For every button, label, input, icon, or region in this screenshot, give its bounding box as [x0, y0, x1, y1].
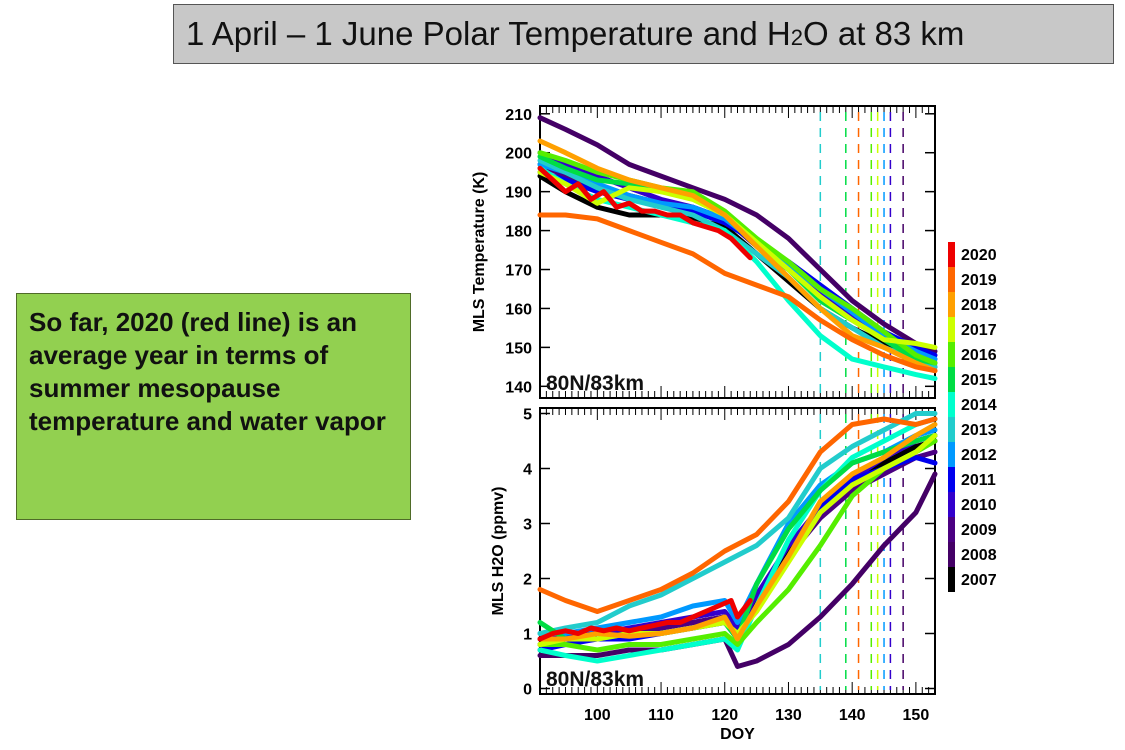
- h2o-xtick-label: 140: [839, 707, 866, 724]
- temp-series-2016: [537, 150, 938, 366]
- h2o-ytick-label: 1: [523, 627, 532, 644]
- legend-swatch-2015: [948, 367, 955, 392]
- legend-swatch-2013: [948, 417, 955, 442]
- title-subscript: 2: [790, 25, 803, 50]
- legend-label-2014: 2014: [961, 397, 997, 414]
- h2o-ytick-label: 5: [523, 407, 532, 424]
- legend-swatch-2016: [948, 342, 955, 367]
- temp-ytick-label: 210: [505, 107, 532, 124]
- h2o-series-2008: [537, 471, 938, 669]
- legend-swatch-2020: [948, 242, 955, 267]
- h2o-ytick-label: 3: [523, 517, 532, 534]
- title-main: 1 April – 1 June Polar Temperature and H: [186, 15, 791, 52]
- h2o-ytick-label: 2: [523, 572, 532, 589]
- temp-series-2018: [537, 138, 938, 374]
- temp-ytick-label: 160: [505, 301, 532, 318]
- h2o-series-2019: [537, 416, 938, 614]
- temp-series-2020: [537, 165, 753, 261]
- legend-swatch-2010: [948, 492, 955, 517]
- h2o-annotation: 80N/83km: [546, 668, 644, 691]
- legend-swatch-2017: [948, 317, 955, 342]
- legend-swatch-2014: [948, 392, 955, 417]
- temp-ylabel: MLS Temperature (K): [471, 172, 488, 333]
- legend-swatch-2011: [948, 467, 955, 492]
- h2o-series-2013: [537, 411, 938, 636]
- h2o-xtick-label: 100: [584, 707, 611, 724]
- temp-annotation: 80N/83km: [546, 372, 644, 395]
- legend-label-2007: 2007: [961, 572, 997, 589]
- h2o-series-2017: [537, 433, 938, 647]
- temp-ytick-label: 180: [505, 224, 532, 241]
- temp-ytick-label: 140: [505, 379, 532, 396]
- legend-swatch-2019: [948, 267, 955, 292]
- legend-swatch-2007: [948, 567, 955, 592]
- temp-ytick-label: 170: [505, 263, 532, 280]
- temp-ytick-label: 150: [505, 340, 532, 357]
- h2o-series-2014: [537, 416, 938, 664]
- legend-label-2008: 2008: [961, 547, 997, 564]
- legend-swatch-2018: [948, 292, 955, 317]
- legend-label-2020: 2020: [961, 247, 997, 264]
- legend-label-2011: 2011: [961, 472, 996, 489]
- legend-label-2013: 2013: [961, 422, 997, 439]
- h2o-series-2020: [537, 598, 753, 642]
- temp-series-2019: [537, 212, 938, 374]
- h2o-xlabel: DOY: [720, 726, 755, 743]
- h2o-ylabel: MLS H2O (ppmv): [490, 487, 507, 616]
- summary-note: So far, 2020 (red line) is an average ye…: [16, 293, 411, 520]
- legend-label-2016: 2016: [961, 347, 997, 364]
- legend-swatch-2009: [948, 517, 955, 542]
- legend-label-2018: 2018: [961, 297, 997, 314]
- legend-label-2009: 2009: [961, 522, 997, 539]
- title-tail: O at 83 km: [803, 15, 965, 52]
- h2o-ytick-label: 0: [523, 682, 532, 699]
- legend-label-2012: 2012: [961, 447, 997, 464]
- temp-ytick-label: 200: [505, 146, 532, 163]
- legend-label-2017: 2017: [961, 322, 997, 339]
- h2o-xtick-label: 130: [775, 707, 802, 724]
- temp-frame: [539, 105, 936, 399]
- h2o-xtick-label: 120: [711, 707, 738, 724]
- h2o-series-2018: [537, 422, 938, 642]
- h2o-xtick-label: 110: [648, 707, 674, 724]
- h2o-xtick-label: 150: [903, 707, 930, 724]
- temp-series-2008: [537, 115, 938, 354]
- legend-label-2010: 2010: [961, 497, 997, 514]
- h2o-ytick-label: 4: [523, 462, 532, 479]
- legend-swatch-2012: [948, 442, 955, 467]
- temp-ytick-label: 190: [505, 185, 532, 202]
- legend-label-2015: 2015: [961, 372, 997, 389]
- legend-swatch-2008: [948, 542, 955, 567]
- h2o-series-2016: [537, 438, 938, 653]
- slide-title: 1 April – 1 June Polar Temperature and H…: [173, 4, 1114, 64]
- legend-label-2019: 2019: [961, 272, 997, 289]
